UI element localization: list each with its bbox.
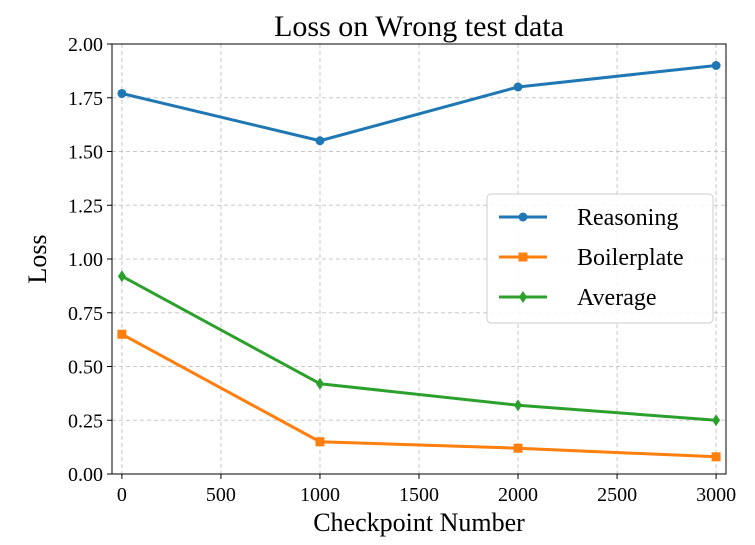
y-tick-label: 1.75 bbox=[68, 88, 103, 110]
x-tick-label: 2500 bbox=[597, 484, 637, 506]
axis-ticks: 0 500 1000 1500 2000 2500 3000 0.00 0.25 0.50 0.75… bbox=[68, 34, 736, 506]
data-point-boilerplate bbox=[117, 329, 127, 339]
data-point-average bbox=[117, 270, 126, 283]
y-tick-label: 0.25 bbox=[68, 410, 103, 432]
legend-box bbox=[486, 193, 714, 324]
plot-frame bbox=[111, 43, 727, 475]
y-tick-label: 0.00 bbox=[68, 464, 103, 486]
series-lines bbox=[117, 61, 721, 462]
x-tick-label: 500 bbox=[206, 484, 236, 506]
legend-label-reasoning: Reasoning bbox=[577, 205, 678, 231]
legend-marker-boilerplate bbox=[518, 252, 528, 262]
data-point-boilerplate bbox=[315, 437, 325, 447]
data-point-boilerplate bbox=[513, 443, 523, 453]
legend-label-average: Average bbox=[577, 285, 657, 311]
series-line-reasoning bbox=[121, 64, 717, 143]
y-axis-title: Loss bbox=[23, 234, 52, 283]
series-line-boilerplate bbox=[121, 332, 717, 459]
x-tick-label: 3000 bbox=[696, 484, 736, 506]
series-line-average bbox=[121, 274, 717, 422]
data-point-average bbox=[315, 377, 324, 390]
legend: Reasoning Boilerplate Average bbox=[486, 193, 714, 324]
data-point-reasoning bbox=[315, 136, 325, 146]
data-point-boilerplate bbox=[711, 452, 721, 462]
data-point-average bbox=[712, 414, 721, 427]
data-point-reasoning bbox=[711, 61, 721, 70]
data-point-reasoning bbox=[513, 82, 523, 92]
y-tick-label: 1.25 bbox=[68, 195, 103, 217]
y-tick-label: 0.75 bbox=[68, 303, 103, 325]
x-tick-label: 0 bbox=[117, 484, 127, 506]
y-tick-label: 0.50 bbox=[68, 357, 103, 379]
x-tick-label: 1500 bbox=[399, 484, 439, 506]
x-axis-title: Checkpoint Number bbox=[313, 508, 525, 537]
y-tick-label: 1.50 bbox=[68, 142, 103, 164]
legend-label-boilerplate: Boilerplate bbox=[577, 245, 684, 271]
x-tick-label: 2000 bbox=[498, 484, 538, 506]
legend-marker-average bbox=[519, 291, 527, 303]
data-point-reasoning bbox=[117, 88, 127, 98]
data-point-average bbox=[514, 399, 523, 412]
x-tick-label: 1000 bbox=[300, 484, 340, 506]
legend-marker-reasoning bbox=[518, 212, 528, 222]
y-tick-label: 1.00 bbox=[68, 249, 103, 271]
y-tick-label: 2.00 bbox=[68, 34, 103, 56]
chart-title: Loss on Wrong test data bbox=[274, 10, 564, 43]
